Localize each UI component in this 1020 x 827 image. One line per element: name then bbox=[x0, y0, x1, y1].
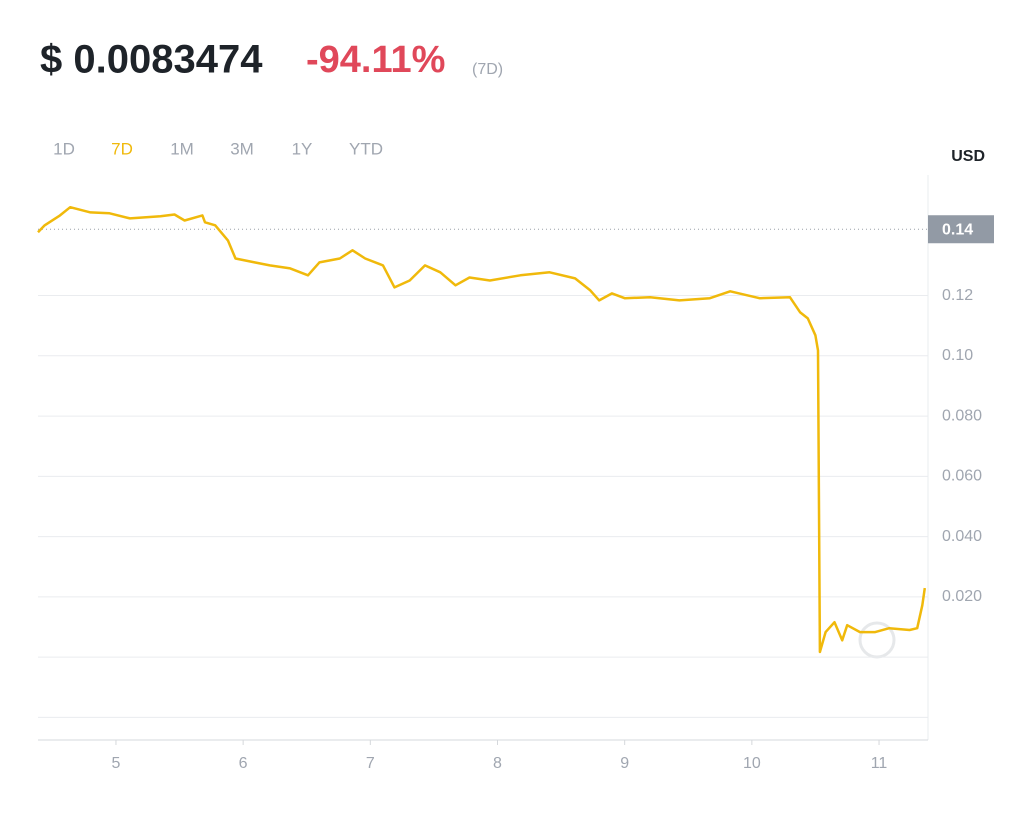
y-tick-label: 0.040 bbox=[942, 528, 982, 545]
reference-badge bbox=[928, 215, 994, 244]
x-tick-label: 6 bbox=[239, 755, 248, 772]
price: $ 0.0083474 bbox=[40, 38, 263, 82]
x-tick-label: 5 bbox=[112, 755, 121, 772]
range-tab[interactable]: 1M bbox=[170, 139, 194, 158]
x-tick-label: 8 bbox=[493, 755, 502, 772]
range-tab[interactable]: 1Y bbox=[292, 139, 313, 158]
x-tick-label: 10 bbox=[743, 755, 761, 772]
price-line bbox=[37, 205, 927, 654]
y-tick-label: 0.10 bbox=[942, 347, 973, 364]
y-tick-label: 0.12 bbox=[942, 287, 973, 304]
y-tick-label: 0.020 bbox=[942, 588, 982, 605]
x-tick-label: 7 bbox=[366, 755, 375, 772]
x-tick-label: 11 bbox=[871, 755, 888, 772]
range-tab[interactable]: YTD bbox=[349, 139, 383, 158]
change-period: (7D) bbox=[472, 61, 503, 78]
range-tab[interactable]: 3M bbox=[230, 139, 254, 158]
y-tick-label: 0.080 bbox=[942, 407, 982, 424]
range-tab[interactable]: 7D bbox=[111, 139, 133, 158]
x-tick-label: 9 bbox=[620, 755, 629, 772]
reference-label: 0.14 bbox=[942, 221, 973, 238]
y-tick-label: 0.060 bbox=[942, 468, 982, 485]
axis-unit: USD bbox=[951, 148, 985, 165]
range-tab[interactable]: 1D bbox=[53, 139, 75, 158]
price-change: -94.11% bbox=[306, 39, 445, 81]
